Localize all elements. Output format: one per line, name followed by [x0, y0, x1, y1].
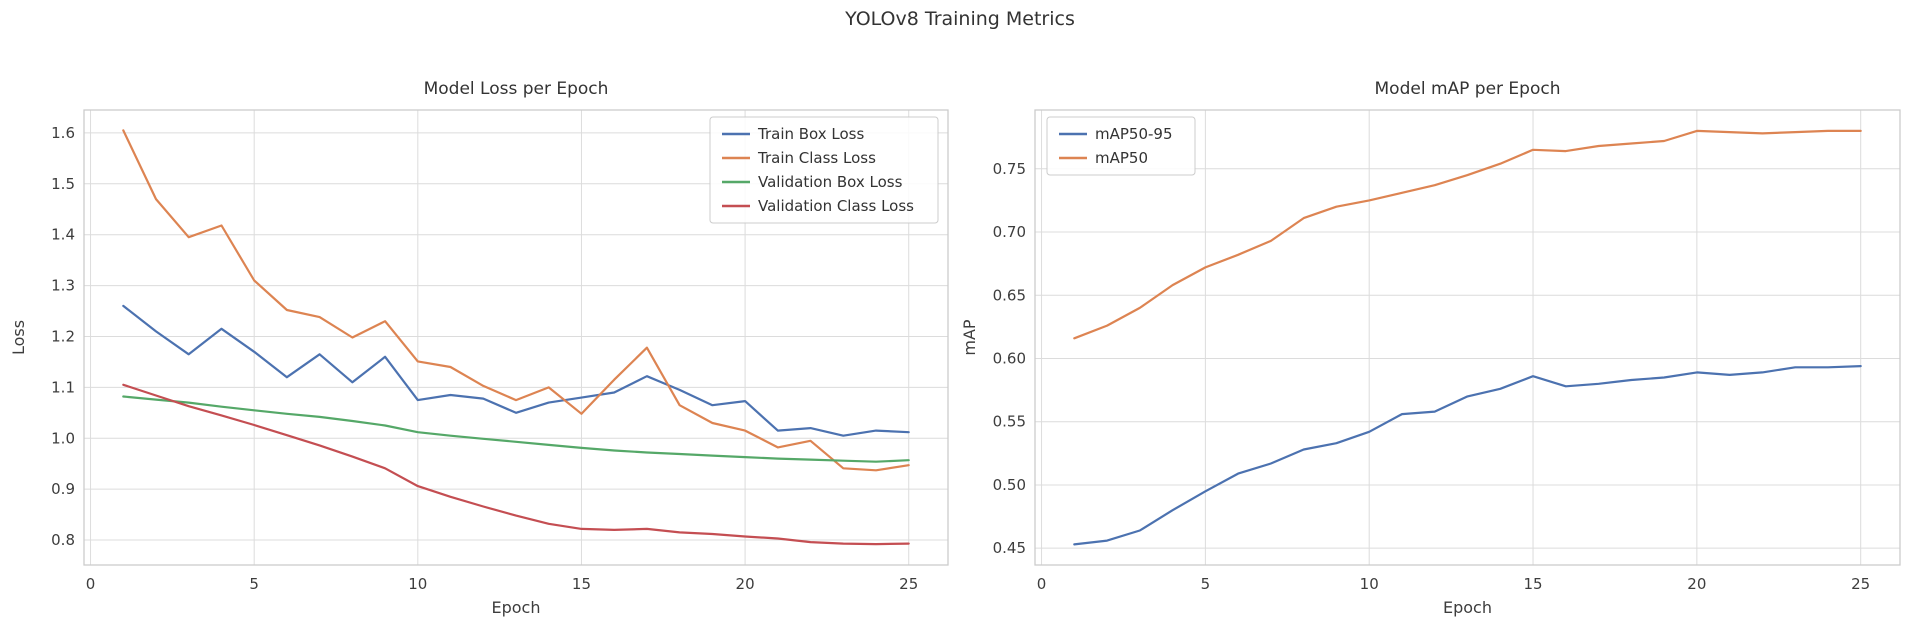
x-tick-label: 10 — [408, 575, 427, 593]
legend: Train Box Loss Train Class Loss Validation… — [709, 116, 939, 224]
legend-label: Train Box Loss — [757, 125, 864, 143]
x-tick-label: 20 — [736, 575, 755, 593]
y-tick-label: 0.65 — [993, 286, 1026, 304]
map-chart: 0 5 10 15 20 25 0.45 0.50 0.55 0.60 0.65 0.70 0.75 Ep… — [960, 79, 1901, 617]
y-tick-label: 1.2 — [51, 327, 75, 345]
chart-title: Model mAP per Epoch — [1375, 79, 1561, 99]
y-tick-label: 0.9 — [51, 480, 75, 498]
x-tick-label: 0 — [1037, 575, 1047, 593]
chart-title: Model Loss per Epoch — [424, 79, 609, 99]
x-tick-label: 25 — [899, 575, 918, 593]
y-tick-label: 1.0 — [51, 429, 75, 447]
series-line-train-class-loss — [122, 129, 910, 472]
series-line-map50 — [1073, 129, 1862, 340]
y-tick-label: 1.1 — [51, 378, 75, 396]
x-tick-label: 20 — [1687, 575, 1706, 593]
x-tick-label: 15 — [572, 575, 591, 593]
series-line-validation-box-loss — [122, 395, 910, 463]
legend-label: mAP50-95 — [1095, 125, 1173, 143]
x-tick-label: 5 — [249, 575, 259, 593]
x-tick-label: 10 — [1360, 575, 1379, 593]
x-axis-label: Epoch — [1443, 598, 1492, 617]
y-tick-label: 0.70 — [993, 223, 1026, 241]
x-tick-label: 15 — [1523, 575, 1542, 593]
series-line-train-box-loss — [122, 304, 910, 437]
y-tick-label: 0.60 — [993, 349, 1026, 367]
y-tick-label: 1.6 — [51, 124, 75, 142]
figure-title: YOLOv8 Training Metrics — [845, 8, 1075, 30]
x-tick-label: 25 — [1851, 575, 1870, 593]
series-line-validation-class-loss — [122, 383, 910, 546]
x-axis-label: Epoch — [492, 598, 541, 617]
x-tick-label: 5 — [1201, 575, 1211, 593]
y-tick-label: 0.45 — [993, 539, 1026, 557]
legend-label: mAP50 — [1095, 149, 1148, 167]
legend-label: Validation Class Loss — [758, 197, 914, 215]
y-axis-label: mAP — [960, 319, 979, 356]
y-tick-label: 0.75 — [993, 160, 1026, 178]
y-tick-label: 1.3 — [51, 277, 75, 295]
loss-chart: 0 5 10 15 20 25 0.8 0.9 1.0 1.1 1.2 1.3 1.4 1.5 1.6 Epo… — [9, 79, 949, 617]
y-tick-label: 0.50 — [993, 476, 1026, 494]
x-tick-label: 0 — [86, 575, 96, 593]
y-tick-label: 1.4 — [51, 226, 75, 244]
legend: mAP50-95 mAP50 — [1046, 116, 1196, 176]
legend-box — [709, 116, 939, 224]
y-tick-label: 0.55 — [993, 413, 1026, 431]
legend-label: Validation Box Loss — [758, 173, 903, 191]
y-axis-label: Loss — [9, 320, 28, 355]
plot-border — [83, 109, 949, 566]
legend-box — [1046, 116, 1196, 176]
y-tick-label: 0.8 — [51, 531, 75, 549]
y-tick-label: 1.5 — [51, 175, 75, 193]
plot-border — [1034, 109, 1901, 566]
series-line-map50-95 — [1073, 365, 1862, 546]
legend-label: Train Class Loss — [757, 149, 876, 167]
